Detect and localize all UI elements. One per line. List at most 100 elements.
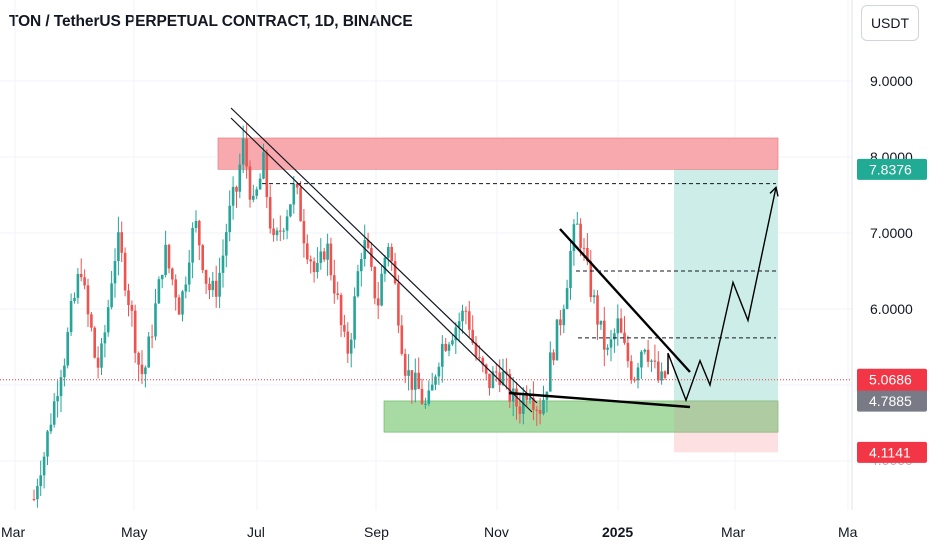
candle-body (306, 243, 309, 260)
candle-body (660, 371, 663, 381)
candle-body (309, 259, 312, 262)
candle-body (285, 216, 289, 231)
candle-body (279, 230, 282, 232)
candle-body (538, 410, 542, 414)
currency-button[interactable]: USDT (861, 5, 919, 41)
candle-body (400, 325, 404, 354)
candle-body (187, 262, 191, 285)
candle-body (370, 247, 373, 267)
candle-body (619, 318, 623, 333)
candle-body (46, 431, 49, 457)
candle-body (160, 275, 164, 280)
candle-body (326, 243, 329, 260)
candle-body (76, 274, 80, 298)
time-tick: 2025 (602, 524, 633, 540)
price-label-bg (857, 158, 927, 180)
candle-body (633, 379, 636, 381)
candle-body (52, 401, 56, 425)
candle-body (336, 293, 339, 295)
candle-body (471, 329, 474, 344)
candle-body (599, 320, 603, 325)
candle-body (312, 261, 316, 273)
candle-body (201, 245, 204, 270)
candle-body (194, 221, 198, 228)
candle-body (484, 364, 488, 374)
candle-body (66, 332, 69, 366)
candle-body (127, 290, 130, 305)
candle-body (174, 279, 177, 298)
time-axis[interactable]: Mar May Jul Sep Nov 2025 Mar Ma (1, 524, 858, 540)
projection-path (667, 187, 777, 403)
candle-body (653, 360, 657, 362)
candle-body (424, 403, 427, 405)
candle-body (393, 261, 397, 284)
candle-body (441, 343, 444, 367)
candle-body (275, 230, 279, 236)
candle-body (542, 399, 545, 414)
candle-body (42, 456, 46, 476)
candle-body (586, 248, 589, 262)
candle-body (39, 475, 42, 487)
candle-body (110, 283, 113, 308)
candle-body (322, 251, 326, 260)
candle-body (383, 257, 387, 274)
candle-body (302, 221, 306, 244)
candle-body (464, 310, 468, 312)
candle-body (137, 353, 140, 365)
candle-body (113, 261, 117, 284)
chart-title: TON / TetherUS PERPETUAL CONTRACT, 1D, B… (9, 13, 413, 30)
candle-body (380, 273, 383, 306)
candle-body (390, 247, 393, 262)
candle-body (549, 352, 552, 392)
candle-body (461, 310, 464, 322)
candle-body (171, 268, 174, 280)
candle-body (447, 344, 451, 351)
candle-body (106, 307, 110, 333)
candle-body (36, 486, 39, 500)
candle-body (79, 274, 83, 278)
candle-body (657, 361, 660, 381)
candle-body (663, 371, 667, 378)
candle-body (120, 232, 123, 253)
candle-body (353, 296, 356, 340)
candle-body (552, 352, 555, 361)
candle-body (582, 247, 586, 249)
candle-body (93, 327, 96, 358)
time-tick: Ma (838, 524, 858, 540)
candle-body (245, 138, 248, 167)
price-label-value: 4.1141 (869, 444, 911, 460)
candle-body (319, 251, 323, 263)
price-label-bg (857, 441, 927, 463)
wedge-lower (508, 391, 691, 409)
candle-body (272, 228, 275, 236)
candle-body (157, 279, 161, 304)
candle-body (262, 152, 265, 179)
candle-body (221, 255, 225, 273)
candle-body (235, 186, 238, 192)
candle-body (518, 406, 522, 414)
candle-body (356, 271, 360, 297)
candle-body (228, 205, 231, 233)
candle-body (535, 409, 539, 411)
candle-body (636, 367, 640, 381)
candle-body (117, 232, 120, 261)
candle-body (346, 331, 350, 354)
candle-body (59, 377, 63, 397)
target-zone (674, 169, 778, 402)
resistance-zone (217, 137, 779, 170)
candle-body (572, 224, 576, 251)
candle-body (164, 244, 167, 275)
candle-body (130, 305, 134, 311)
candle-body (498, 372, 501, 385)
candle-body (437, 366, 441, 377)
candle-body (434, 376, 437, 385)
drawing-zones (217, 137, 779, 453)
candle-body (258, 178, 262, 190)
candle-body (100, 343, 103, 368)
candle-body (184, 284, 188, 292)
candle-body (630, 361, 633, 380)
price-label-value: 4.7885 (869, 393, 912, 409)
candle-body (366, 240, 370, 248)
candle-body (420, 388, 424, 404)
